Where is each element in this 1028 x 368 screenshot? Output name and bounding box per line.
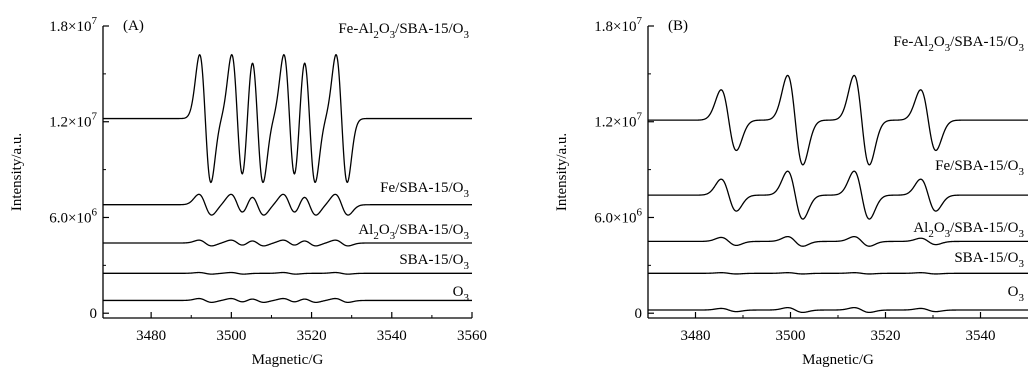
series-line [103,239,472,247]
x-tick-label: 3480 [136,328,166,344]
series-label: Fe/SBA-15/O3 [935,158,1024,178]
x-tick-label: 3540 [377,328,407,344]
panel-b: 3480 3500 3520 3540 0 6.0×106 1.2×107 1.8×107 Ma… [554,15,1028,368]
series-line [103,53,472,184]
y-tick-label: 1.2×107 [594,111,642,131]
x-tick-label: 3540 [966,328,996,344]
series-label: SBA-15/O3 [399,252,469,272]
series-label: Al2O3/SBA-15/O3 [913,220,1024,240]
series-label: Al2O3/SBA-15/O3 [358,222,469,242]
series-line [103,297,472,304]
panel-a: 3480 3500 3520 3540 3560 0 6.0×106 1.2×107 1.8×1… [9,15,487,368]
y-tick-label: 6.0×106 [594,206,642,226]
x-tick-label: 3560 [457,328,487,344]
series-line [648,235,1028,247]
panel-label: (B) [668,18,688,34]
y-axis-label: Intensity/a.u. [554,133,570,211]
x-tick-label: 3500 [776,328,806,344]
panel-label: (A) [123,18,144,34]
x-axis-label: Magnetic/G [252,352,324,368]
series-line [648,272,1028,275]
series-label: Fe-Al2O3/SBA-15/O3 [338,21,469,41]
y-tick-label: 1.8×107 [594,15,642,35]
series-line [648,170,1028,220]
x-axis-label: Magnetic/G [802,352,874,368]
y-tick-label: 0 [90,306,98,322]
series-label: O3 [453,284,470,304]
y-tick-label: 0 [635,306,643,322]
x-tick-label: 3520 [871,328,901,344]
x-tick-label: 3500 [216,328,246,344]
series-label: SBA-15/O3 [954,250,1024,270]
x-tick-label: 3520 [297,328,327,344]
y-axis-label: Intensity/a.u. [9,133,25,211]
y-tick-label: 6.0×106 [49,206,97,226]
series-label: Fe-Al2O3/SBA-15/O3 [893,34,1024,54]
y-tick-label: 1.8×107 [49,15,97,35]
series-label: O3 [1008,284,1025,304]
series-line [648,306,1028,314]
series-line [103,193,472,216]
series-line [103,271,472,275]
series-label: Fe/SBA-15/O3 [380,180,469,200]
series-line [648,74,1028,166]
x-tick-label: 3480 [681,328,711,344]
y-tick-label: 1.2×107 [49,111,97,131]
